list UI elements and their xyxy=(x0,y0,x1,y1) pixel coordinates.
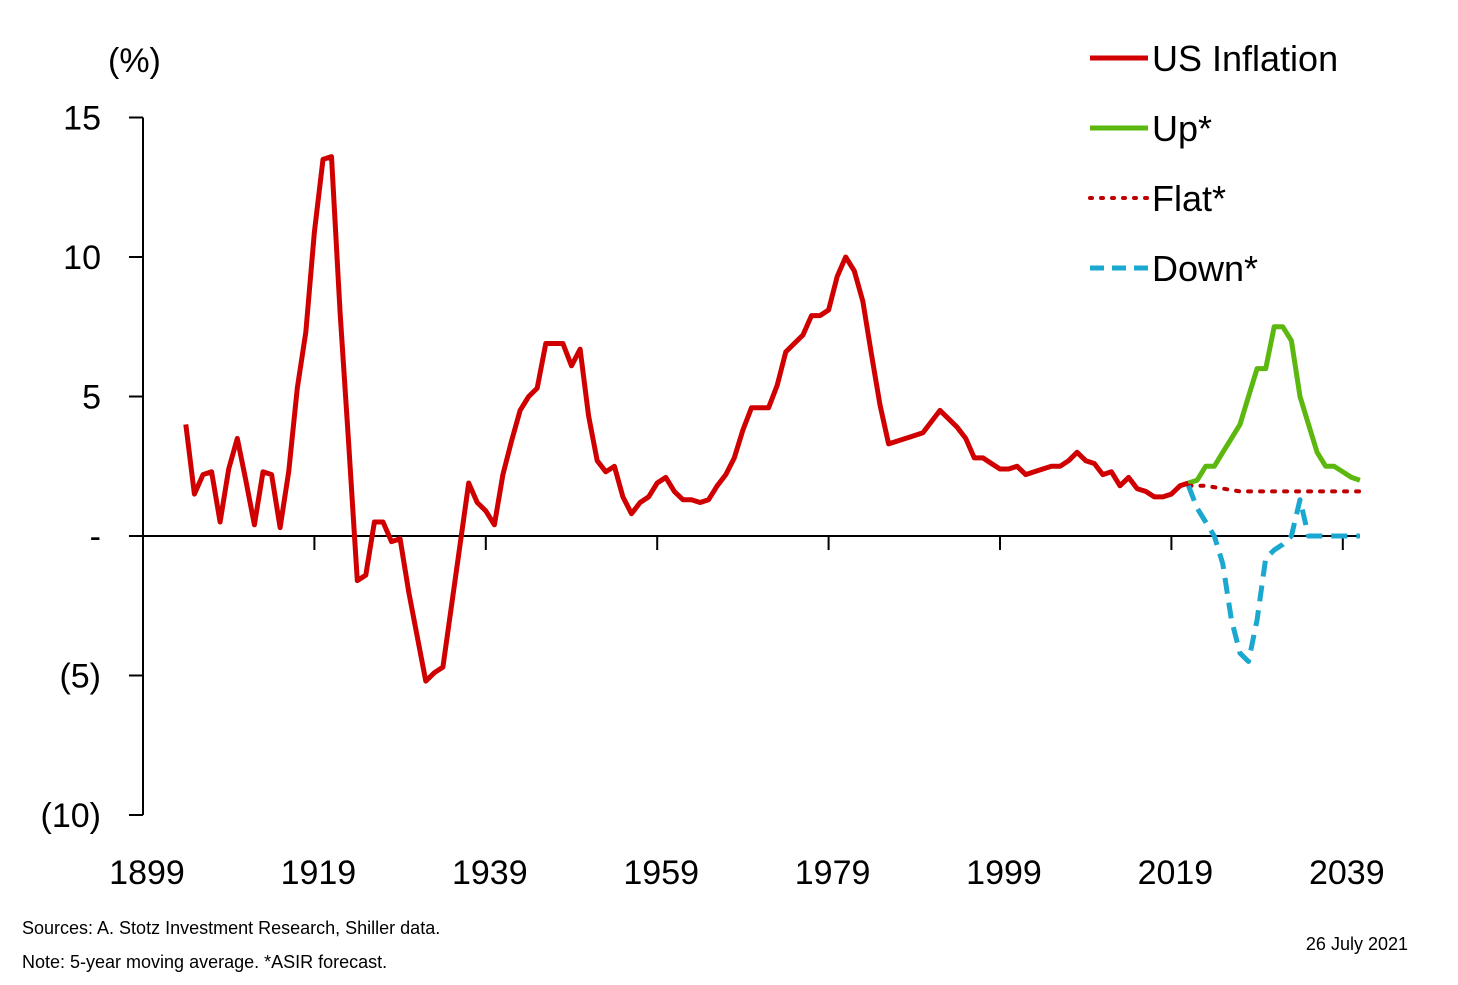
series-layer xyxy=(183,154,1362,684)
legend: US Inflation Up* Flat* Down* xyxy=(1088,38,1338,289)
series-line-flat xyxy=(1186,483,1362,494)
y-tick-label: - xyxy=(90,518,101,556)
x-tick-label: 2019 xyxy=(1138,854,1214,892)
legend-label-up: Up* xyxy=(1152,108,1212,149)
y-tick-label: (10) xyxy=(41,797,101,835)
x-tick-label: 1999 xyxy=(966,854,1042,892)
date-note: 26 July 2021 xyxy=(1305,934,1408,954)
sources-note: Sources: A. Stotz Investment Research, S… xyxy=(22,918,441,938)
legend-label-us-inflation: US Inflation xyxy=(1152,38,1338,79)
y-tick-label: 15 xyxy=(63,100,101,138)
y-tick-label: (5) xyxy=(59,658,101,696)
x-tick-label: 1979 xyxy=(795,854,871,892)
x-tick-label: 1899 xyxy=(109,854,185,892)
axes: 15 10 5 - (5) (10) (%) 1899 1919 1939 1959 1979 1999… xyxy=(41,42,1385,892)
series-line-down xyxy=(1186,484,1360,664)
x-tick-label: 2039 xyxy=(1309,854,1385,892)
y-tick-label: 10 xyxy=(63,239,101,277)
legend-label-flat: Flat* xyxy=(1152,178,1226,219)
x-tick-label: 1939 xyxy=(452,854,528,892)
y-axis-label: (%) xyxy=(108,42,161,80)
series-line-up xyxy=(1187,324,1361,486)
forecast-note: Note: 5-year moving average. *ASIR forec… xyxy=(22,952,388,972)
series-line-us-inflation xyxy=(183,154,1190,684)
legend-label-down: Down* xyxy=(1152,248,1258,289)
x-tick-label: 1919 xyxy=(281,854,357,892)
x-tick-label: 1959 xyxy=(623,854,699,892)
y-tick-label: 5 xyxy=(82,379,101,417)
